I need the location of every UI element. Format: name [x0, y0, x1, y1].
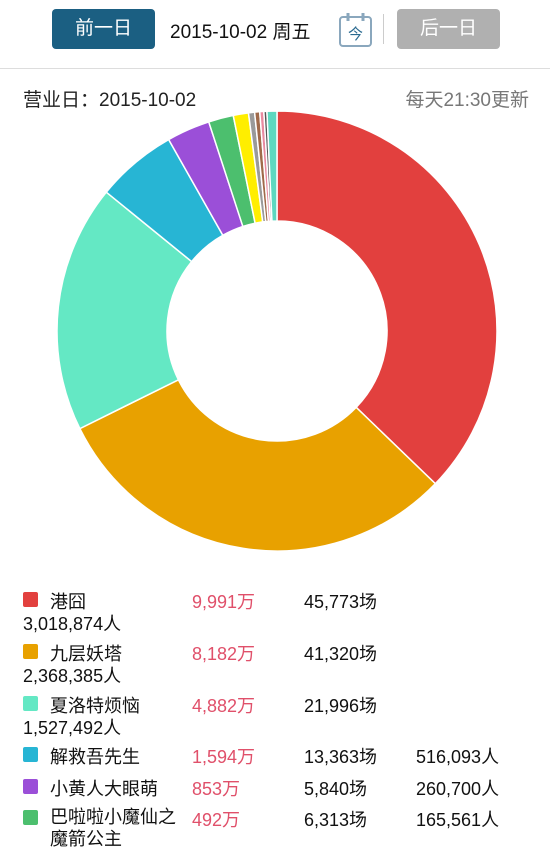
calendar-frame [339, 16, 372, 47]
legend-swatch [23, 592, 38, 607]
audience: 1,527,492人 [23, 718, 122, 738]
audience: 165,561人 [416, 810, 500, 830]
donut-chart [56, 110, 498, 552]
revenue: 492万 [192, 810, 241, 830]
audience: 3,018,874人 [23, 614, 122, 634]
date: 2015-10-02 周五 [170, 22, 311, 43]
prev-button[interactable]: 前一日 [52, 9, 155, 49]
slice [276, 110, 498, 485]
legend-swatch [23, 810, 38, 825]
revenue: 1,594万 [192, 747, 256, 767]
slice [56, 191, 193, 430]
movie-name: 九层妖塔 [50, 644, 122, 664]
revenue: 4,882万 [192, 696, 256, 716]
movie-name: 解救吾先生 [50, 747, 140, 767]
movie-name: 巴啦啦小魔仙之魔箭公主 [50, 807, 176, 849]
audience: 516,093人 [416, 747, 500, 767]
audience: 260,700人 [416, 779, 500, 799]
shows: 45,773场 [304, 592, 378, 612]
calendar-icon[interactable]: 今 [338, 11, 374, 49]
legend-swatch [23, 747, 38, 762]
separator [383, 14, 384, 44]
revenue: 8,182万 [192, 644, 256, 664]
shows: 13,363场 [304, 747, 378, 767]
today-label: 今 [348, 26, 363, 43]
shows: 6,313场 [304, 810, 368, 830]
slice [266, 110, 278, 222]
legend-swatch [23, 644, 38, 659]
shows: 41,320场 [304, 644, 378, 664]
movie-name: 夏洛特烦恼 [50, 696, 140, 716]
revenue: 853万 [192, 779, 241, 799]
revenue: 9,991万 [192, 592, 256, 612]
divider [0, 68, 550, 69]
legend-swatch [23, 779, 38, 794]
audience: 2,368,385人 [23, 666, 122, 686]
legend-swatch [23, 696, 38, 711]
slice [78, 378, 437, 552]
business-day: 营业日：2015-10-02 [23, 90, 197, 111]
shows: 5,840场 [304, 779, 368, 799]
shows: 21,996场 [304, 696, 378, 716]
update-note: 每天21:30更新 [405, 90, 529, 111]
movie-name: 港囧 [50, 592, 86, 612]
next-button[interactable]: 后一日 [397, 9, 500, 49]
movie-name: 小黄人大眼萌 [50, 779, 158, 799]
